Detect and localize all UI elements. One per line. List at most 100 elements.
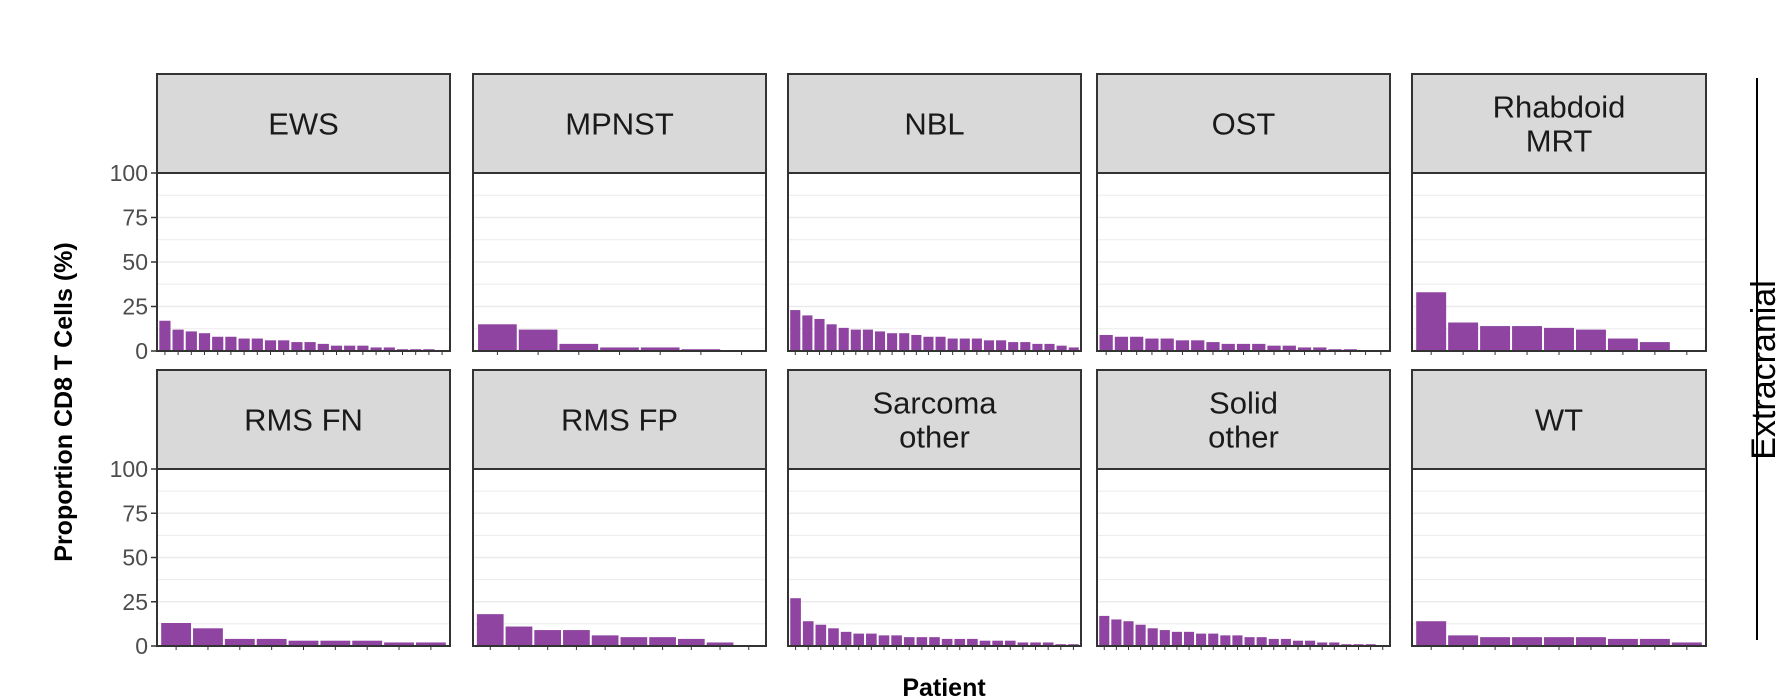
bar <box>563 630 590 646</box>
bar <box>916 637 928 646</box>
bar <box>1544 327 1574 351</box>
bar <box>1145 338 1159 351</box>
bar <box>826 324 837 351</box>
bar <box>1068 347 1079 351</box>
y-tick-label: 100 <box>110 160 148 186</box>
bar <box>600 347 639 351</box>
bar <box>1575 329 1606 351</box>
bar <box>1448 322 1479 351</box>
bar <box>1416 292 1447 351</box>
bar <box>992 640 1003 646</box>
bar <box>677 638 705 646</box>
bar <box>802 621 814 646</box>
bar <box>476 614 504 646</box>
facet-strip <box>787 369 1082 470</box>
bar <box>383 347 395 351</box>
facet-label: other <box>899 420 970 455</box>
bar <box>291 342 303 351</box>
bar <box>1044 343 1055 351</box>
bar <box>814 318 825 351</box>
bar <box>288 640 319 646</box>
bar <box>320 640 351 646</box>
bar <box>1256 637 1267 646</box>
bar <box>1480 637 1511 646</box>
bar <box>640 347 680 351</box>
bar <box>649 637 676 646</box>
y-tick-label: 75 <box>122 500 148 526</box>
bar <box>1512 637 1543 646</box>
bar <box>1099 615 1110 646</box>
bar <box>357 345 369 351</box>
bar <box>1329 642 1340 646</box>
bar <box>159 320 171 351</box>
bar <box>1032 343 1043 351</box>
bar <box>850 329 861 351</box>
bar <box>1244 637 1255 646</box>
facet-label: Rhabdoid <box>1493 90 1626 125</box>
bar <box>1042 642 1054 646</box>
bar <box>706 642 734 646</box>
facet-strip <box>156 369 451 470</box>
bar <box>1280 638 1291 646</box>
y-tick-label: 25 <box>122 294 148 320</box>
bar <box>790 310 801 351</box>
bar <box>1607 638 1638 646</box>
bar <box>304 342 316 351</box>
bar <box>1671 642 1702 646</box>
bar <box>1123 621 1134 646</box>
y-axis-title: Proportion CD8 T Cells (%) <box>50 242 78 561</box>
y-tick-label: 25 <box>122 589 148 615</box>
bar <box>1183 631 1195 646</box>
bar <box>1317 642 1328 646</box>
bar <box>256 638 287 646</box>
facet-label: WT <box>1535 403 1583 438</box>
facet-label: NBL <box>904 107 964 142</box>
bar <box>838 327 849 351</box>
side-strip-label: Extracranial <box>1745 280 1783 460</box>
bar <box>1135 624 1146 646</box>
bar <box>954 638 966 646</box>
y-tick-label: 0 <box>135 633 148 659</box>
bar <box>559 343 599 351</box>
bar <box>1196 633 1207 646</box>
bar <box>1114 336 1129 351</box>
bar <box>1267 345 1281 351</box>
facet-label: other <box>1208 420 1279 455</box>
bar <box>1639 638 1670 646</box>
facet-label: RMS FN <box>244 403 363 438</box>
bar <box>1268 638 1279 646</box>
bar <box>983 340 995 351</box>
facet-label: Solid <box>1209 386 1278 421</box>
bar <box>1236 343 1251 351</box>
facet-strip <box>1411 73 1707 174</box>
bar <box>840 631 852 646</box>
bar <box>1448 635 1479 646</box>
bar <box>1130 336 1144 351</box>
bar <box>518 329 558 351</box>
bar <box>1099 334 1113 351</box>
bar <box>1221 343 1235 351</box>
bar <box>278 340 290 351</box>
y-tick-label: 75 <box>122 205 148 231</box>
bar <box>1607 338 1638 351</box>
facet-strip <box>472 369 767 470</box>
bar <box>967 638 978 646</box>
bar <box>225 336 237 351</box>
bar <box>1208 633 1219 646</box>
facet-label: Sarcoma <box>872 386 997 421</box>
bar <box>1512 326 1543 351</box>
bar <box>1175 340 1190 351</box>
bar <box>1220 635 1231 646</box>
bar <box>891 635 902 646</box>
facet-strip <box>472 73 767 174</box>
facet-label: RMS FP <box>561 403 678 438</box>
bar <box>887 333 898 351</box>
bar <box>1252 343 1266 351</box>
bar <box>161 622 192 646</box>
facet-strip <box>1411 369 1707 470</box>
bar <box>1206 342 1220 351</box>
bar <box>878 635 890 646</box>
bar <box>1171 631 1182 646</box>
